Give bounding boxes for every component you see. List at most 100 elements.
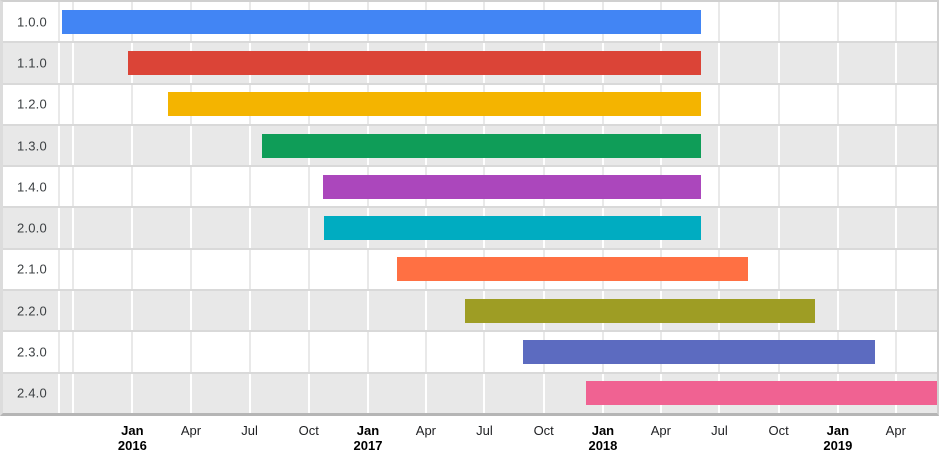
- gridline: [718, 2, 721, 42]
- gridline: [58, 125, 60, 166]
- gridline: [307, 249, 310, 290]
- axis-month-label: Apr: [180, 423, 202, 438]
- gridline: [718, 43, 721, 83]
- gridline: [248, 291, 251, 331]
- gantt-bar-2.3.0[interactable]: [523, 340, 875, 365]
- gridline: [894, 208, 897, 248]
- gridline: [72, 332, 75, 372]
- axis-tick-label: Oct: [534, 423, 554, 438]
- gridline: [58, 84, 60, 124]
- gridline: [777, 167, 780, 207]
- gridline: [72, 208, 75, 248]
- row-label: 2.4.0: [17, 385, 47, 401]
- row-label: 1.4.0: [17, 179, 47, 195]
- gantt-row: 2.3.0: [3, 330, 937, 372]
- gridline: [836, 249, 839, 290]
- gantt-bar-1.3.0[interactable]: [262, 133, 701, 158]
- gantt-plot-area: 1.0.0 1.1.0 1.2.0 1.3.0 1.4.0 2.0.0 2.1.0 2.2.0…: [0, 0, 939, 416]
- axis-tick-label: Apr: [181, 423, 201, 438]
- gridline: [366, 291, 369, 331]
- axis-tick-label: Oct: [299, 423, 319, 438]
- gridline: [307, 373, 310, 413]
- gantt-bar-2.2.0[interactable]: [464, 298, 816, 323]
- gantt-bar-1.1.0[interactable]: [127, 50, 701, 75]
- gridline: [836, 43, 839, 83]
- axis-month-label: Jan: [826, 423, 850, 438]
- axis-month-label: Oct: [533, 423, 554, 438]
- gantt-bar-1.4.0[interactable]: [322, 174, 701, 199]
- gridline: [777, 43, 780, 83]
- axis-month-label: Apr: [650, 423, 671, 438]
- gridline: [718, 208, 721, 248]
- gridline: [366, 373, 369, 413]
- gantt-bar-1.2.0[interactable]: [168, 92, 701, 117]
- gridline: [894, 2, 897, 42]
- gridline: [424, 332, 427, 372]
- gridline: [718, 167, 721, 207]
- gridline: [72, 291, 75, 331]
- axis-tick-label: Jan 2016: [118, 423, 147, 453]
- axis-month-label: Jul: [241, 423, 258, 438]
- gantt-bar-1.0.0[interactable]: [61, 9, 701, 34]
- gridline: [131, 84, 134, 124]
- gridline: [777, 208, 780, 248]
- gridline: [894, 291, 897, 331]
- gridline: [777, 84, 780, 124]
- gantt-bar-2.4.0[interactable]: [586, 381, 937, 406]
- gridline: [58, 249, 60, 290]
- gantt-bar-2.1.0[interactable]: [396, 257, 748, 282]
- gridline: [58, 2, 60, 42]
- axis-month-label: Oct: [768, 423, 789, 438]
- gridline: [894, 332, 897, 372]
- axis-month-label: Apr: [415, 423, 437, 438]
- gridline: [424, 291, 427, 331]
- row-label: 2.3.0: [17, 344, 47, 360]
- axis-tick-label: Apr: [416, 423, 436, 438]
- gridline: [72, 373, 75, 413]
- gridline: [894, 167, 897, 207]
- row-label: 2.2.0: [17, 303, 47, 319]
- axis-month-label: Jul: [711, 423, 728, 438]
- axis-tick-label: Jan 2018: [588, 423, 617, 453]
- gantt-bar-2.0.0[interactable]: [323, 216, 701, 241]
- gridline: [131, 125, 134, 166]
- axis-year-label: 2019: [823, 438, 853, 453]
- gridline: [718, 84, 721, 124]
- gantt-row: 2.4.0: [3, 371, 937, 413]
- gridline: [836, 208, 839, 248]
- gridline: [777, 249, 780, 290]
- gantt-row: 1.0.0: [3, 2, 937, 42]
- gridline: [307, 167, 310, 207]
- axis-month-label: Jul: [476, 423, 493, 438]
- axis-year-label: 2017: [353, 438, 383, 453]
- gridline: [72, 43, 75, 83]
- gridline: [248, 167, 251, 207]
- gridline: [248, 373, 251, 413]
- gantt-row: 1.2.0: [3, 82, 937, 124]
- gridline: [58, 332, 60, 372]
- gridline: [131, 167, 134, 207]
- gantt-row: 1.3.0: [3, 123, 937, 166]
- gridline: [131, 208, 134, 248]
- gridline: [894, 249, 897, 290]
- gridline: [189, 332, 192, 372]
- gridline: [894, 43, 897, 83]
- gridline: [131, 249, 134, 290]
- gridline: [189, 208, 192, 248]
- gridline: [307, 291, 310, 331]
- gantt-row: 1.1.0: [3, 41, 937, 83]
- axis-month-label: Jan: [356, 423, 380, 438]
- axis-tick-label: Jul: [476, 423, 493, 438]
- axis-month-label: Apr: [885, 423, 906, 438]
- axis-year-label: 2018: [588, 438, 618, 453]
- gridline: [189, 373, 192, 413]
- gridline: [836, 125, 839, 166]
- gridline: [777, 2, 780, 42]
- axis-tick-label: Jan 2019: [823, 423, 852, 453]
- gridline: [894, 84, 897, 124]
- time-axis: Jan 2016 Apr Jul Oct Jan 2017 Apr Jul Oct Jan 2018 A…: [0, 416, 942, 464]
- gridline: [307, 208, 310, 248]
- axis-tick-label: Jul: [711, 423, 728, 438]
- gridline: [424, 373, 427, 413]
